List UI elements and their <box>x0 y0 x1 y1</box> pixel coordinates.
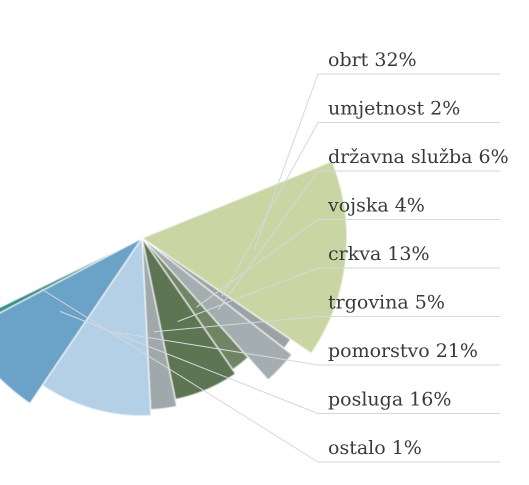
pie-slice-pomorstvo-21 <box>41 236 152 417</box>
legend-labels: obrt 32% umjetnost 2% državna služba 6% voj… <box>327 49 509 459</box>
leader-line-obrt-32 <box>253 73 500 251</box>
legend-label-crkva-13: crkva 13% <box>328 243 430 265</box>
pie-slice-posluga-16 <box>0 237 143 405</box>
legend-label-pomorstvo-21: pomorstvo 21% <box>328 340 478 362</box>
legend-label-posluga-16: posluga 16% <box>328 389 451 411</box>
legend-label-umjetnost-2: umjetnost 2% <box>328 98 460 120</box>
leader-line-pomorstvo-21 <box>115 331 500 366</box>
pie-slice-obrt-32 <box>140 160 348 355</box>
legend-label-trgovina-5: trgovina 5% <box>328 292 445 314</box>
leader-line-drzavna-sluzba-6 <box>217 170 500 310</box>
leader-line-crkva-13 <box>177 267 500 322</box>
leader-line-ostalo-1 <box>41 288 500 463</box>
legend-label-drzavna-sluzba-6: državna služba 6% <box>328 146 509 168</box>
legend-label-vojska-4: vojska 4% <box>327 195 425 217</box>
leader-line-vojska-4 <box>196 219 500 308</box>
legend-label-ostalo-1: ostalo 1% <box>328 437 422 459</box>
pie-slices <box>0 160 348 417</box>
pie-slice-drzavna-sluzba-6 <box>141 237 293 381</box>
leader-line-posluga-16 <box>59 310 500 414</box>
legend-label-obrt-32: obrt 32% <box>328 49 417 71</box>
leader-lines <box>41 73 500 463</box>
pie-slice-ostalo-1 <box>0 237 143 314</box>
leader-line-umjetnost-2 <box>221 122 500 297</box>
leader-line-trgovina-5 <box>153 316 500 333</box>
